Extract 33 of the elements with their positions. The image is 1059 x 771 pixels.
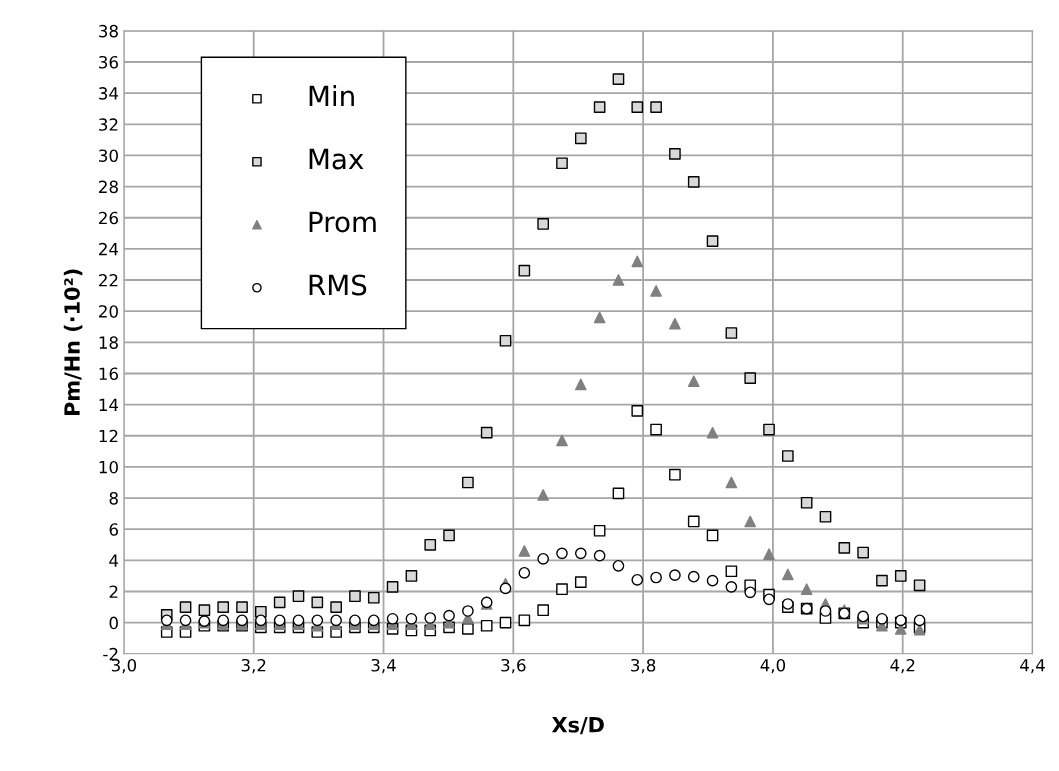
y-tick-label: 10 (99, 460, 118, 474)
y-tick-label: 8 (109, 492, 118, 505)
y-tick-label: 38 (99, 24, 118, 38)
y-tick-label: 20 (99, 305, 118, 318)
x-tick-label: 3,4 (371, 658, 396, 674)
y-tick-label: 2 (109, 585, 118, 598)
y-tick-label: 12 (99, 429, 118, 443)
x-tick-label: 4,2 (890, 658, 915, 674)
y-tick-label: 16 (99, 367, 118, 381)
x-tick-label: 4,0 (760, 658, 786, 674)
y-tick-label: 6 (109, 523, 118, 536)
y-tick-label: 26 (99, 211, 118, 225)
y-tick-label: 30 (99, 149, 118, 162)
legend-label: Min (309, 84, 354, 107)
y-tick-label: 0 (109, 616, 118, 630)
y-tick-label: 18 (99, 336, 118, 349)
x-tick-label: 3,8 (631, 658, 656, 674)
y-tick-label: 14 (99, 398, 119, 411)
y-tick-label: 32 (99, 118, 118, 131)
x-tick-label: 3,2 (241, 658, 266, 674)
legend-label: Prom (309, 211, 376, 233)
x-axis-title: Xs/D (551, 717, 604, 735)
y-tick-label: 22 (99, 273, 118, 287)
y-tick-label: 4 (109, 554, 119, 567)
y-tick-label: 34 (99, 87, 119, 100)
legend-label: Max (309, 148, 364, 170)
y-tick-label: 28 (99, 180, 118, 194)
y-tick-label: 36 (99, 55, 118, 69)
legend-label: RMS (309, 274, 367, 296)
y-tick-label: 24 (99, 242, 119, 256)
x-tick-label: 4,4 (1020, 659, 1045, 674)
y-axis-title: Pm/Hn (·10²) (63, 269, 83, 415)
x-tick-label: 3,6 (501, 658, 526, 674)
